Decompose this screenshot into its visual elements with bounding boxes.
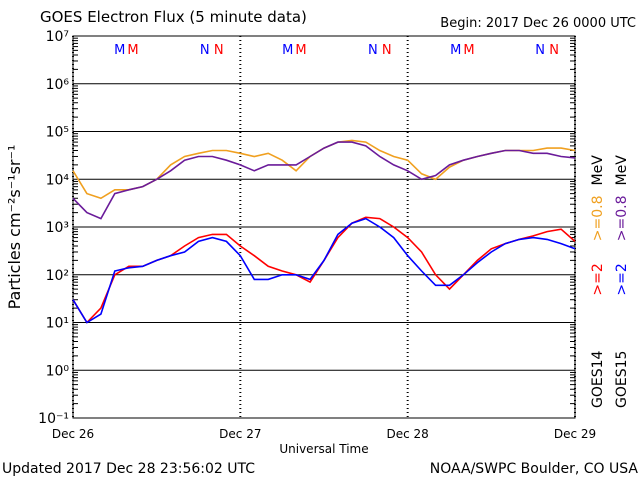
y-tick-label: 10³ [46,220,69,236]
series-line [72,141,576,220]
orbit-marker: N [382,43,392,58]
legend-entry: >=2 [590,263,606,295]
chart-subtitle: Begin: 2017 Dec 26 0000 UTC [440,16,636,31]
y-tick-label: 10² [46,268,69,284]
x-tick-label: Dec 27 [219,427,261,441]
legend-entry: >=2 [614,263,630,295]
orbit-marker: M [450,43,461,58]
y-axis-label: Particles cm⁻²s⁻¹sr⁻¹ [5,145,24,310]
orbit-marker: M [114,43,125,58]
series-line [72,217,576,324]
y-tick-label: 10⁻¹ [38,411,69,427]
y-tick-label: 10⁴ [46,172,70,188]
legend-unit: MeV [614,155,630,186]
legend-satellite: GOES15 [614,351,630,408]
y-tick-label: 10⁶ [46,77,70,93]
y-tick-label: 10⁷ [46,29,69,45]
orbit-marker: N [200,43,210,58]
orbit-marker: N [368,43,378,58]
footer-left: Updated 2017 Dec 28 23:56:02 UTC [2,461,255,477]
orbit-marker: N [535,43,545,58]
orbit-marker: M [282,43,293,58]
orbit-marker: M [463,43,474,58]
x-axis-label: Universal Time [279,442,368,456]
legend-unit: MeV [590,155,606,186]
orbit-marker: N [214,43,224,58]
series-line [72,139,576,200]
y-tick-label: 10⁵ [46,125,69,141]
y-tick-label: 10⁰ [46,363,70,379]
legend-entry: >=0.8 [590,195,606,241]
y-tick-label: 10¹ [46,316,69,332]
series-line [72,216,576,324]
legend-entry: >=0.8 [614,195,630,241]
legend: GOES14 >=2 >=0.8 MeV [590,155,606,408]
x-tick-label: Dec 26 [52,427,94,441]
orbit-marker: N [549,43,559,58]
orbit-marker: M [127,43,138,58]
x-tick-label: Dec 29 [554,427,596,441]
legend-satellite: GOES14 [590,350,606,408]
x-tick-label: Dec 28 [387,427,429,441]
chart-title: GOES Electron Flux (5 minute data) [40,8,307,26]
footer-right: NOAA/SWPC Boulder, CO USA [430,461,639,477]
legend: GOES15 >=2 >=0.8 MeV [614,155,630,408]
orbit-marker: M [295,43,306,58]
